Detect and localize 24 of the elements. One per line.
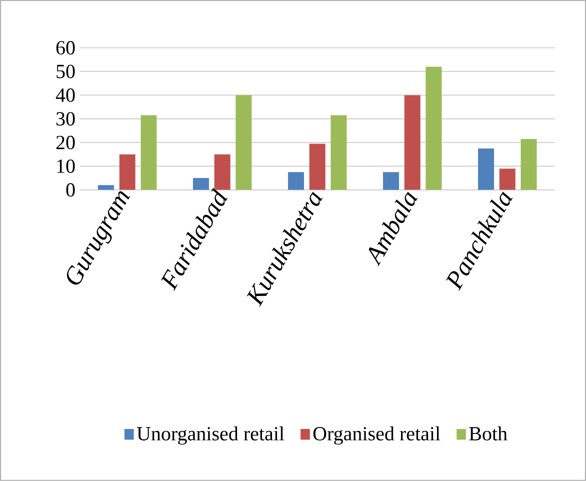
bar xyxy=(192,178,209,190)
bar xyxy=(119,154,136,190)
bar xyxy=(520,139,537,190)
y-tick-label: 40 xyxy=(56,88,75,102)
bar xyxy=(98,185,114,190)
bar xyxy=(236,95,252,190)
y-tick-label: 60 xyxy=(56,41,75,55)
y-tick-label: 20 xyxy=(56,136,75,150)
legend-label: Unorganised retail xyxy=(136,426,284,445)
legend-label: Both xyxy=(469,426,508,441)
bar xyxy=(499,168,516,190)
bar xyxy=(309,144,326,190)
y-tick-label: 10 xyxy=(57,160,75,174)
bar xyxy=(426,66,442,190)
bar xyxy=(214,154,230,190)
bar xyxy=(404,95,420,190)
bar xyxy=(288,172,304,190)
bar xyxy=(383,172,400,190)
bar xyxy=(478,148,494,190)
y-tick-label: 30 xyxy=(56,112,75,126)
bar xyxy=(330,115,347,190)
legend-label: Organised retail xyxy=(313,426,440,445)
bar xyxy=(140,115,157,190)
y-tick-label: 50 xyxy=(56,64,75,78)
